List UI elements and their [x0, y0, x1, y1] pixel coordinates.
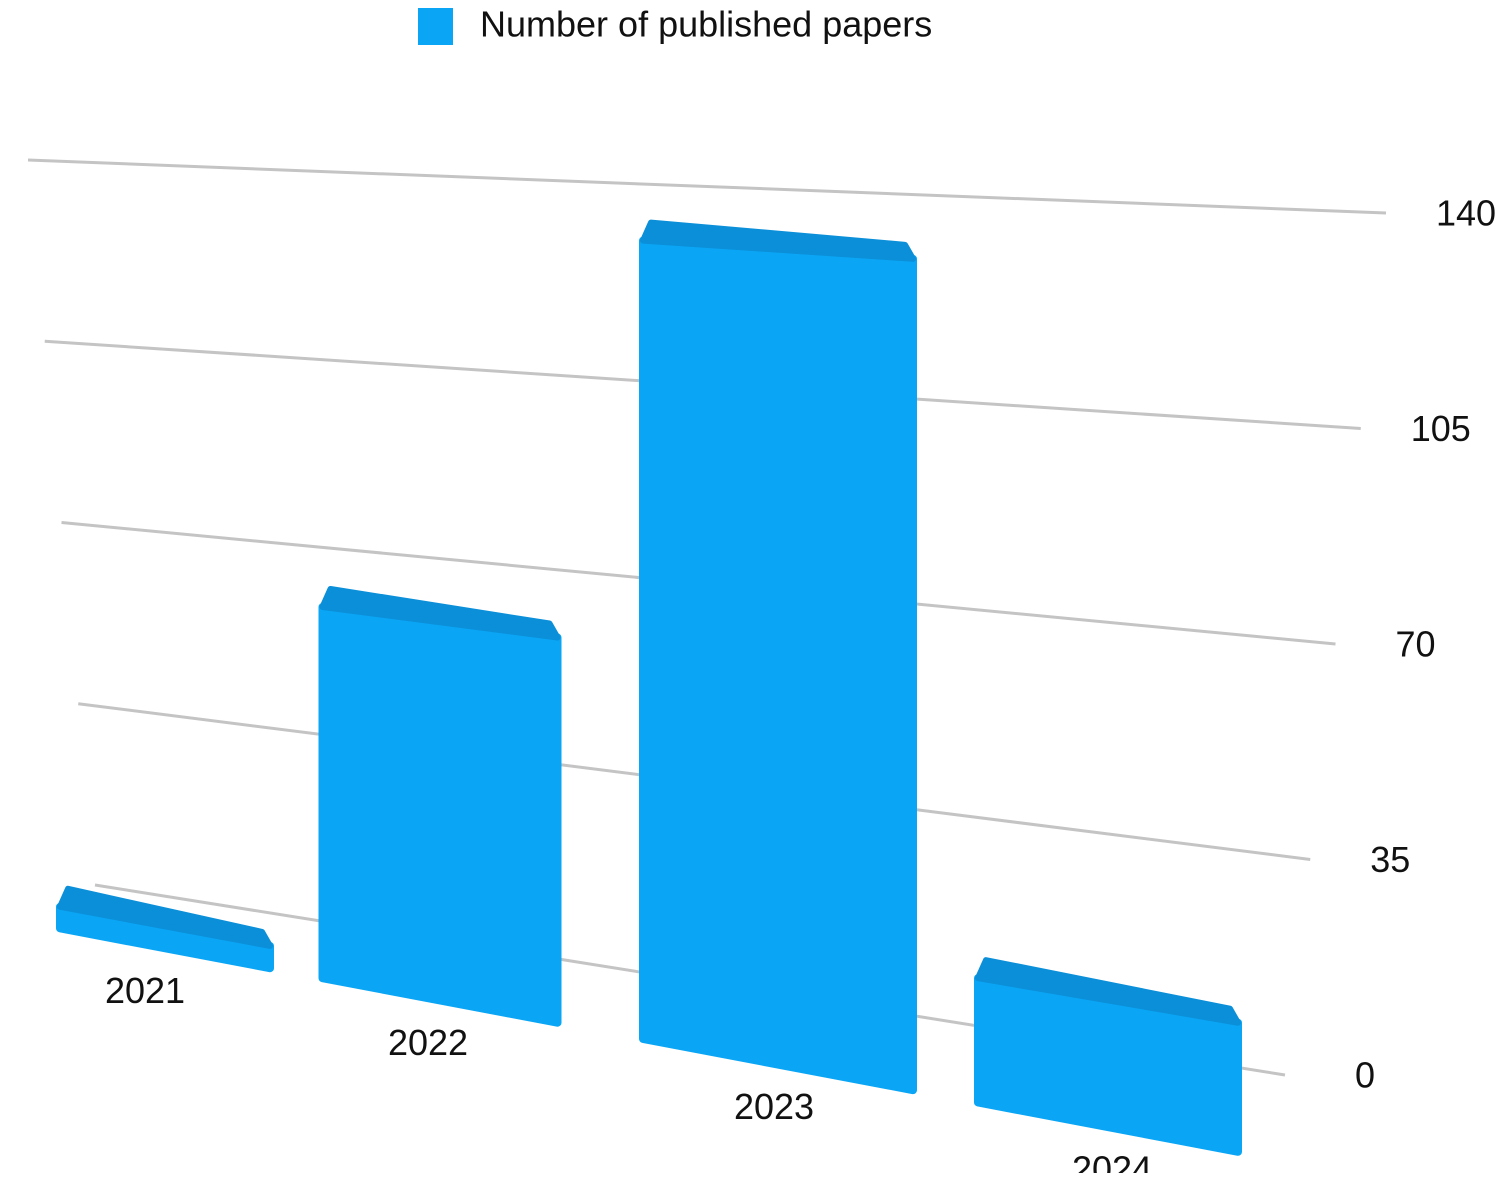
y-tick-label: 140	[1436, 193, 1496, 234]
grid-line	[27, 158, 1387, 215]
x-tick-label: 2024	[1072, 1149, 1152, 1173]
bar	[318, 602, 562, 1027]
bar-top	[640, 219, 916, 262]
bar-top	[975, 957, 1241, 1026]
bar-top	[57, 885, 273, 949]
y-tick-label: 35	[1370, 839, 1410, 880]
legend-label: Number of published papers	[480, 4, 932, 45]
bar-top	[319, 585, 561, 641]
x-tick-label: 2021	[105, 970, 185, 1011]
y-tick-label: 70	[1395, 624, 1435, 665]
legend-swatch	[418, 8, 453, 45]
y-tick-label: 0	[1355, 1055, 1375, 1096]
x-tick-label: 2023	[734, 1086, 814, 1127]
x-tick-label: 2022	[388, 1022, 468, 1063]
y-tick-label: 105	[1411, 408, 1471, 449]
bar	[639, 236, 917, 1095]
